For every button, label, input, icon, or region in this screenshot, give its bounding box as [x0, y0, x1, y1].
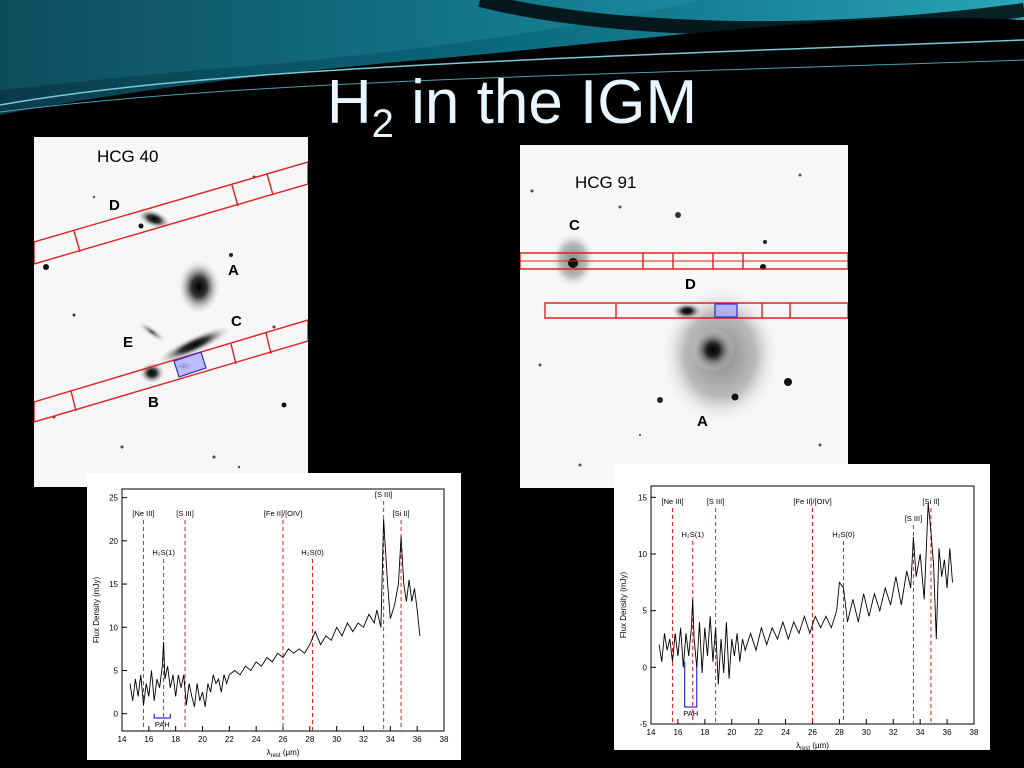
- hcg40-y-tick-label: 25: [109, 494, 118, 503]
- hcg91-plot-frame: [650, 485, 975, 725]
- hcg40-pah-region: [173, 351, 207, 378]
- hcg40-plot-frame: [121, 488, 445, 732]
- hcg91-line-label: [Ne III]: [661, 497, 683, 506]
- hcg40-pah-bracket: [153, 713, 171, 719]
- hcg91-x-tick-label: 20: [727, 728, 736, 737]
- hcg91-sky-field: [520, 173, 848, 467]
- hcg40-slit-upper: [34, 161, 308, 265]
- hcg40-x-tick-label: 30: [332, 735, 341, 744]
- hcg40-line-label: [S III]: [176, 509, 194, 518]
- header-banner: [0, 0, 1024, 130]
- hcg40-galaxy-e: E: [123, 334, 134, 351]
- hcg91-line-label: [S III]: [905, 514, 923, 523]
- hcg40-spectrum-plot: 0 5 10 15 20 25 14 16 18 20 22 24 26 28 30 32 34 36 38 Flux…: [92, 488, 449, 759]
- hcg91-xlabel: λrest (μm): [796, 741, 829, 750]
- hcg91-y-tick-label: 15: [638, 493, 647, 502]
- hcg91-x-tick-label: 28: [835, 728, 844, 737]
- title-subscript: 2: [371, 102, 394, 146]
- hcg40-x-tick-label: 16: [144, 735, 153, 744]
- slide-title: H2 in the IGM: [0, 72, 1024, 146]
- hcg91-x-tick-label: 16: [673, 728, 682, 737]
- hcg40-line-label: H₂S(1): [152, 548, 175, 557]
- hcg91-slit-lower: [544, 302, 848, 319]
- hcg40-xlabel: λrest (μm): [267, 748, 300, 759]
- hcg40-x-tick-label: 18: [171, 735, 180, 744]
- title-rest: in the IGM: [393, 68, 698, 137]
- hcg40-galaxy-c: C: [231, 313, 242, 330]
- hcg40-spectrum-panel: 0 5 10 15 20 25 14 16 18 20 22 24 26 28 30 32 34 36 38 Flux…: [87, 473, 461, 760]
- hcg91-x-tick-label: 32: [889, 728, 898, 737]
- hcg91-line-label: [Si II]: [922, 497, 939, 506]
- hcg91-galaxy-a: A: [697, 413, 708, 430]
- hcg91-x-tick-label: 34: [916, 728, 925, 737]
- hcg40-x-tick-label: 34: [386, 735, 395, 744]
- hcg91-y-tick-label: 10: [638, 550, 647, 559]
- hcg40-x-tick-label: 38: [440, 735, 449, 744]
- hcg40-y-tick-label: 5: [114, 667, 119, 676]
- hcg40-pah-label: PAH: [155, 720, 170, 729]
- hcg40-line-label: [S III]: [375, 490, 393, 499]
- hcg40-x-tick-label: 22: [225, 735, 234, 744]
- hcg40-y-tick-label: 10: [109, 623, 118, 632]
- hcg91-x-tick-label: 26: [808, 728, 817, 737]
- hcg91-x-tick-label: 36: [943, 728, 952, 737]
- hcg40-line-label: H₂S(0): [301, 548, 324, 557]
- hcg40-line-label: [Fe II]/[OIV]: [264, 509, 302, 518]
- hcg40-x-tick-label: 28: [305, 735, 314, 744]
- hcg91-y-tick-label: -5: [640, 720, 648, 729]
- hcg40-line-label: [Si II]: [393, 509, 410, 518]
- hcg91-x-tick-label: 18: [700, 728, 709, 737]
- hcg40-x-tick-label: 32: [359, 735, 368, 744]
- title-main: H: [326, 68, 372, 137]
- hcg91-x-tick-label: 22: [754, 728, 763, 737]
- hcg91-x-tick-label: 30: [862, 728, 871, 737]
- hcg40-y-tick-label: 15: [109, 580, 118, 589]
- hcg91-line-label: H₂S(1): [681, 530, 704, 539]
- hcg91-pah-bracket: [684, 661, 698, 708]
- hcg91-line-label: [S III]: [707, 497, 725, 506]
- hcg91-galaxy-d: D: [685, 276, 696, 293]
- hcg40-label: HCG 40: [97, 147, 159, 166]
- hcg91-line-label: [Fe II]/[OIV]: [793, 497, 831, 506]
- hcg40-slit-lower: [34, 319, 308, 423]
- hcg91-spectrum-plot: -5 0 5 10 15 14 16 18 20 22 24 26 28 30 32 34 36 38 Flux D…: [619, 485, 979, 750]
- hcg91-slit-upper: [520, 252, 848, 270]
- hcg40-galaxy-b: B: [148, 394, 159, 411]
- hcg91-x-tick-label: 14: [647, 728, 656, 737]
- hcg91-y-tick-label: 5: [643, 607, 648, 616]
- hcg40-x-tick-label: 24: [252, 735, 261, 744]
- hcg40-x-tick-label: 20: [198, 735, 207, 744]
- hcg91-pah-region: [714, 303, 738, 318]
- hcg91-y-tick-label: 0: [643, 663, 648, 672]
- hcg91-pah-label: PAH: [683, 709, 698, 718]
- hcg91-label: HCG 91: [575, 173, 637, 192]
- hcg40-galaxy-d: D: [109, 197, 120, 214]
- hcg91-image: HCG 91 C D A: [520, 145, 848, 488]
- hcg91-x-tick-label: 38: [970, 728, 979, 737]
- hcg91-spectrum-trace: [658, 502, 953, 685]
- hcg91-ylabel: Flux Density (mJy): [619, 572, 628, 639]
- hcg40-spectrum-trace: [129, 519, 421, 707]
- hcg91-x-tick-label: 24: [781, 728, 790, 737]
- hcg40-x-tick-label: 26: [279, 735, 288, 744]
- hcg40-x-tick-label: 36: [413, 735, 422, 744]
- hcg40-image: HCG 40 D A C E B: [34, 137, 308, 487]
- hcg40-line-label: [Ne III]: [132, 509, 154, 518]
- hcg40-y-tick-label: 20: [109, 537, 118, 546]
- hcg40-galaxy-a: A: [228, 262, 239, 279]
- hcg91-line-label: H₂S(0): [832, 530, 855, 539]
- hcg40-x-tick-label: 14: [118, 735, 127, 744]
- hcg91-spectrum-panel: -5 0 5 10 15 14 16 18 20 22 24 26 28 30 32 34 36 38 Flux D…: [614, 464, 990, 750]
- hcg40-y-tick-label: 0: [114, 710, 119, 719]
- hcg40-ylabel: Flux Density (mJy): [92, 577, 101, 644]
- hcg40-sky-field: [34, 161, 308, 469]
- hcg91-galaxy-c: C: [569, 217, 580, 234]
